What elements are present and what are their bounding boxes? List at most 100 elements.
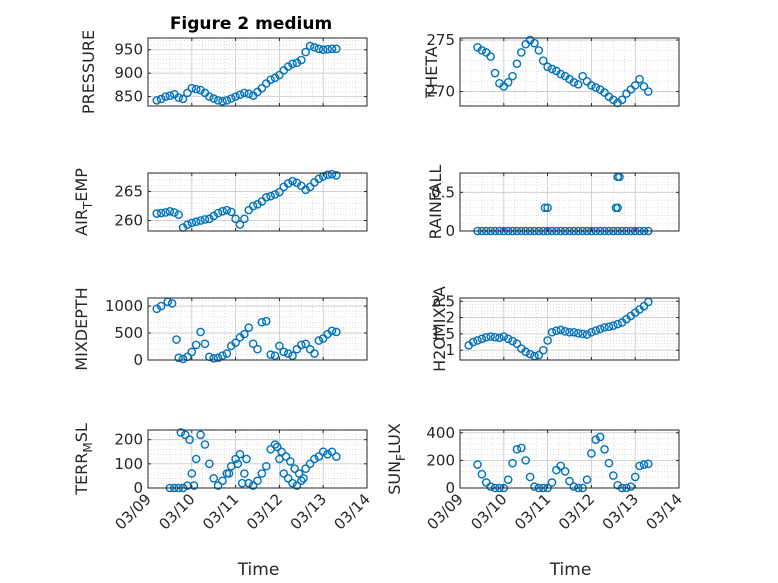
data-point <box>290 464 300 473</box>
data-point <box>235 90 245 100</box>
axes-box <box>147 297 368 361</box>
data-point <box>573 328 583 338</box>
data-point <box>556 325 566 335</box>
data-point <box>543 203 552 213</box>
data-point <box>503 334 513 344</box>
y-tick-label: 850 <box>114 88 143 106</box>
data-point <box>490 332 500 342</box>
data-point <box>305 459 315 469</box>
data-point <box>213 481 223 490</box>
data-point <box>174 210 183 220</box>
data-point <box>279 469 289 478</box>
y-tick-label: 500 <box>114 324 143 342</box>
y-tick-label: 2 <box>445 309 455 327</box>
data-point <box>283 179 293 188</box>
data-point <box>270 73 280 83</box>
data-point <box>486 332 495 341</box>
data-point <box>565 327 574 337</box>
x-tick-label: 03/11 <box>511 490 554 533</box>
data-point <box>644 87 653 96</box>
data-point <box>257 469 267 478</box>
data-point <box>231 338 240 348</box>
data-point <box>508 71 517 81</box>
y-tick-label: 1 <box>445 341 455 359</box>
axes-box <box>147 429 368 489</box>
data-point <box>233 459 243 469</box>
y-tick-label: 0.5 <box>431 183 455 201</box>
data-point <box>595 324 605 334</box>
data-point <box>176 428 186 437</box>
data-point <box>327 447 337 457</box>
data-point <box>218 351 227 360</box>
y-tick-label: 100 <box>114 455 143 473</box>
y-axis-label-4: RAINFALL <box>426 165 445 240</box>
data-point <box>639 301 649 311</box>
figure-title: Figure 2 medium <box>170 14 332 34</box>
x-tick-label: 03/13 <box>287 490 330 533</box>
data-point <box>587 449 596 458</box>
data-point <box>525 472 535 482</box>
data-point <box>310 454 319 464</box>
data-point <box>569 482 579 491</box>
data-point <box>178 354 188 364</box>
data-point <box>187 83 197 93</box>
y-axis-label-8: SUNFLUX <box>385 423 408 495</box>
data-point <box>152 304 162 314</box>
data-point <box>296 340 306 350</box>
data-point <box>205 92 214 101</box>
data-point <box>534 350 544 360</box>
data-point <box>301 47 310 57</box>
data-point <box>600 445 609 454</box>
data-point <box>196 216 205 225</box>
data-point <box>209 474 218 483</box>
x-tick-label: 03/14 <box>331 490 374 533</box>
x-tick-label: 03/14 <box>643 490 686 533</box>
data-point <box>261 316 271 326</box>
data-point <box>205 459 214 469</box>
axes-box <box>459 37 680 107</box>
x-tick-label: 03/12 <box>555 490 598 533</box>
data-point <box>213 96 223 105</box>
subplot-1: 850 900 950 PRESSURE <box>79 30 368 114</box>
y-tick-label: 400 <box>426 424 455 442</box>
x-tick-label: 03/12 <box>243 490 286 533</box>
data-point <box>169 208 179 217</box>
data-point <box>323 44 332 54</box>
data-point <box>292 58 302 68</box>
data-point <box>270 351 280 360</box>
data-point <box>299 474 308 483</box>
data-point <box>283 474 293 483</box>
data-point <box>244 89 254 99</box>
x-tick-label: 03/11 <box>199 490 242 533</box>
data-point <box>314 174 324 184</box>
data-point <box>165 206 175 216</box>
data-point <box>152 96 162 105</box>
data-point <box>587 81 596 90</box>
data-point <box>191 84 201 94</box>
data-point <box>187 469 197 478</box>
y-tick-label: 950 <box>114 41 143 59</box>
data-point <box>240 88 249 98</box>
data-point <box>152 209 162 218</box>
data-point <box>512 59 522 69</box>
y-tick-label: 0 <box>445 479 455 497</box>
data-point <box>613 319 622 329</box>
y-axis-label-6: H2OMIXRA <box>430 286 449 372</box>
data-point <box>314 452 324 461</box>
data-point <box>318 447 328 457</box>
data-point <box>499 332 509 341</box>
data-point <box>301 464 310 473</box>
data-point <box>630 472 640 482</box>
data-point <box>481 332 491 342</box>
y-tick-label: 1.5 <box>431 325 455 343</box>
data-point <box>332 327 341 337</box>
data-point <box>490 68 500 78</box>
data-point <box>604 322 614 332</box>
data-point <box>547 478 557 487</box>
data-point <box>560 326 570 336</box>
data-point <box>547 327 557 337</box>
data-point <box>552 326 561 335</box>
data-point <box>237 478 247 488</box>
